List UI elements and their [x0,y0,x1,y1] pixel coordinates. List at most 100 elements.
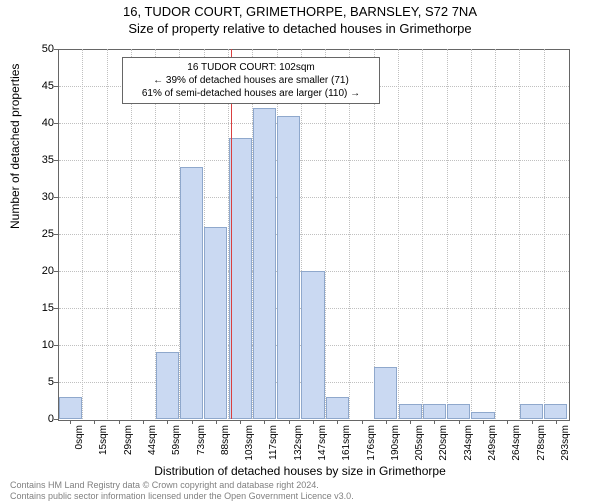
y-tick-label: 40 [28,117,54,129]
y-tick-mark [54,382,58,383]
bar [301,271,324,419]
annotation-line2: ← 39% of detached houses are smaller (71… [128,74,374,87]
x-tick-label: 59sqm [171,425,182,455]
x-tick-mark [459,420,460,424]
x-tick-mark [532,420,533,424]
y-axis-label: Number of detached properties [8,64,22,229]
chart-title: 16, TUDOR COURT, GRIMETHORPE, BARNSLEY, … [0,4,600,19]
x-tick-label: 220sqm [438,425,449,461]
grid-v [107,49,108,419]
x-tick-label: 264sqm [511,425,522,461]
x-tick-label: 88sqm [220,425,231,455]
annotation-line3: 61% of semi-detached houses are larger (… [128,87,374,100]
x-tick-mark [289,420,290,424]
x-tick-label: 249sqm [487,425,498,461]
x-tick-mark [337,420,338,424]
x-tick-label: 234sqm [463,425,474,461]
x-tick-label: 176sqm [366,425,377,461]
bar [59,397,82,419]
grid-v [349,49,350,419]
y-tick-mark [54,160,58,161]
y-tick-label: 0 [28,413,54,425]
grid-h [59,123,569,124]
chart-subtitle: Size of property relative to detached ho… [0,21,600,36]
y-tick-label: 30 [28,191,54,203]
grid-v [82,49,83,419]
marker-line [231,49,232,419]
x-tick-label: 0sqm [74,425,85,449]
bar [447,404,470,419]
y-tick-label: 15 [28,302,54,314]
x-tick-label: 278sqm [536,425,547,461]
x-tick-label: 205sqm [414,425,425,461]
grid-v [495,49,496,419]
bar [277,116,300,419]
y-tick-label: 10 [28,339,54,351]
grid-v [471,49,472,419]
bar [204,227,227,419]
grid-v [544,49,545,419]
x-tick-mark [264,420,265,424]
bar [156,352,179,419]
x-tick-label: 44sqm [147,425,158,455]
x-axis-label: Distribution of detached houses by size … [0,464,600,478]
chart-container: 16, TUDOR COURT, GRIMETHORPE, BARNSLEY, … [0,4,600,504]
x-tick-mark [94,420,95,424]
grid-h [59,234,569,235]
y-tick-label: 50 [28,43,54,55]
x-tick-label: 161sqm [341,425,352,461]
annotation-box: 16 TUDOR COURT: 102sqm ← 39% of detached… [122,57,380,104]
x-tick-label: 29sqm [123,425,134,455]
x-tick-mark [313,420,314,424]
bar [544,404,567,419]
y-tick-mark [54,123,58,124]
bar [399,404,422,419]
y-tick-mark [54,197,58,198]
x-tick-mark [143,420,144,424]
grid-v [131,49,132,419]
bar [471,412,494,419]
y-tick-mark [54,419,58,420]
y-tick-label: 45 [28,80,54,92]
x-tick-mark [192,420,193,424]
grid-h [59,160,569,161]
x-tick-mark [507,420,508,424]
grid-h [59,197,569,198]
x-tick-label: 117sqm [268,425,279,460]
y-tick-mark [54,345,58,346]
bar [180,167,203,419]
attribution-line2: Contains public sector information licen… [10,491,354,502]
bar [520,404,543,419]
grid-v [422,49,423,419]
x-tick-mark [119,420,120,424]
attribution-line1: Contains HM Land Registry data © Crown c… [10,480,354,491]
x-tick-label: 190sqm [390,425,401,461]
y-tick-label: 35 [28,154,54,166]
grid-v [519,49,520,419]
x-tick-mark [556,420,557,424]
x-tick-label: 73sqm [196,425,207,455]
x-tick-label: 15sqm [98,425,109,455]
x-tick-mark [434,420,435,424]
grid-v [398,49,399,419]
x-tick-mark [167,420,168,424]
grid-v [374,49,375,419]
annotation-line1: 16 TUDOR COURT: 102sqm [128,61,374,74]
attribution: Contains HM Land Registry data © Crown c… [10,480,354,502]
x-tick-label: 132sqm [293,425,304,461]
y-tick-mark [54,308,58,309]
y-tick-mark [54,49,58,50]
y-tick-label: 5 [28,376,54,388]
y-tick-mark [54,86,58,87]
x-tick-label: 147sqm [317,425,328,461]
bar [253,108,276,419]
x-tick-mark [386,420,387,424]
y-tick-label: 20 [28,265,54,277]
bar [326,397,349,419]
x-tick-label: 103sqm [244,425,255,461]
x-tick-mark [362,420,363,424]
x-tick-label: 293sqm [560,425,571,461]
y-tick-label: 25 [28,228,54,240]
y-tick-mark [54,271,58,272]
grid-v [447,49,448,419]
